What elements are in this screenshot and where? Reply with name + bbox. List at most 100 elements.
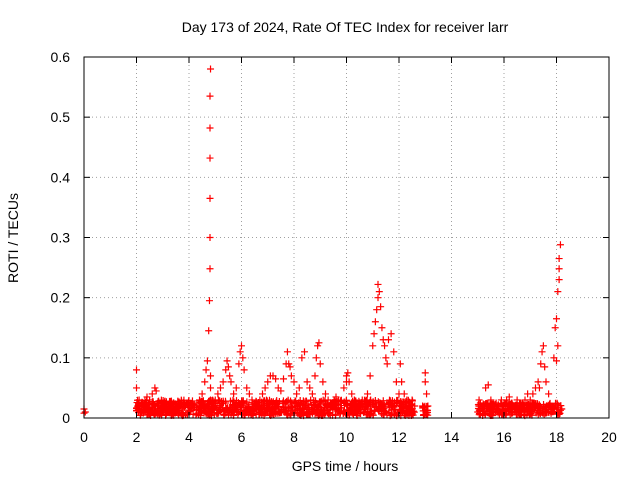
baseline-point	[341, 409, 349, 417]
data-point	[358, 396, 366, 404]
data-point	[375, 288, 383, 296]
baseline-point	[302, 402, 310, 410]
baseline-point	[157, 409, 165, 417]
baseline-point	[264, 404, 272, 412]
data-point	[369, 342, 377, 350]
data-point	[348, 390, 356, 398]
baseline-point	[305, 403, 313, 411]
data-point	[529, 390, 537, 398]
data-point	[396, 360, 404, 368]
baseline-point	[222, 399, 230, 407]
data-point	[537, 360, 545, 368]
data-point	[361, 402, 369, 410]
baseline-point	[385, 396, 393, 404]
data-point	[230, 390, 238, 398]
data-point	[344, 369, 352, 377]
baseline-point	[149, 408, 157, 416]
baseline-point	[311, 405, 319, 413]
data-point	[232, 384, 240, 392]
data-point	[381, 342, 389, 350]
baseline-point	[254, 403, 262, 411]
baseline-point	[508, 409, 516, 417]
baseline-point	[532, 403, 540, 411]
data-point	[474, 408, 482, 416]
data-point	[324, 396, 332, 404]
data-point	[253, 402, 261, 410]
data-point	[424, 402, 432, 410]
baseline-point	[484, 403, 492, 411]
data-point	[205, 327, 213, 335]
baseline-point	[312, 397, 320, 405]
data-point	[538, 348, 546, 356]
data-point	[312, 354, 320, 362]
baseline-point	[296, 410, 304, 418]
data-point	[206, 124, 214, 132]
data-point	[385, 336, 392, 344]
data-point	[156, 403, 164, 411]
data-point	[211, 396, 219, 404]
x-axis-label: GPS time / hours	[292, 458, 399, 474]
data-point	[308, 390, 316, 398]
data-point	[553, 315, 560, 323]
data-point	[411, 402, 419, 410]
baseline-point	[275, 409, 283, 417]
baseline-point	[170, 406, 178, 414]
baseline-point	[370, 406, 378, 414]
x-tick-label: 18	[549, 429, 565, 445]
baseline-point	[323, 406, 331, 414]
x-tick-label: 16	[496, 429, 512, 445]
baseline-point	[366, 398, 374, 406]
data-point	[206, 154, 214, 162]
data-point	[298, 354, 306, 362]
baseline-point	[200, 401, 208, 409]
data-point	[207, 384, 215, 392]
data-point	[201, 378, 209, 386]
data-point	[526, 396, 534, 404]
baseline-point	[532, 409, 540, 417]
y-tick-label: 0.4	[51, 169, 71, 185]
baseline-point	[199, 405, 207, 413]
data-point	[314, 342, 322, 350]
data-point	[373, 306, 381, 314]
data-point	[239, 354, 247, 362]
baseline-point	[513, 411, 521, 419]
data-point	[261, 384, 269, 392]
baseline-point	[343, 400, 351, 408]
baseline-point	[217, 407, 225, 415]
baseline-point	[527, 408, 535, 416]
data-point	[398, 378, 406, 386]
baseline-point	[370, 401, 378, 409]
baseline-point	[233, 406, 241, 414]
data-point	[555, 276, 563, 284]
data-point	[534, 378, 542, 386]
baseline-point	[281, 400, 289, 408]
x-tick-label: 8	[290, 429, 298, 445]
data-point	[555, 255, 563, 263]
data-point	[140, 402, 148, 410]
data-point	[484, 381, 492, 389]
baseline-point	[552, 399, 560, 407]
data-point	[541, 363, 549, 371]
data-point	[374, 280, 382, 288]
data-point	[134, 402, 142, 410]
x-tick-label: 6	[238, 429, 246, 445]
baseline-point	[536, 410, 544, 418]
data-point	[539, 342, 547, 350]
baseline-point	[348, 403, 356, 411]
x-tick-label: 2	[133, 429, 141, 445]
data-point	[421, 378, 429, 386]
baseline-point	[399, 398, 407, 406]
x-tick-label: 0	[80, 429, 88, 445]
data-point	[329, 399, 337, 407]
baseline-point	[249, 408, 257, 416]
data-point	[311, 372, 319, 380]
grid-lines	[84, 57, 609, 418]
data-point	[207, 65, 215, 73]
baseline-point	[303, 410, 311, 418]
y-tick-label: 0.6	[51, 49, 71, 65]
data-point	[545, 390, 553, 398]
baseline-point	[192, 411, 200, 419]
data-point	[256, 396, 264, 404]
x-tick-label: 14	[444, 429, 460, 445]
data-point	[551, 324, 559, 332]
